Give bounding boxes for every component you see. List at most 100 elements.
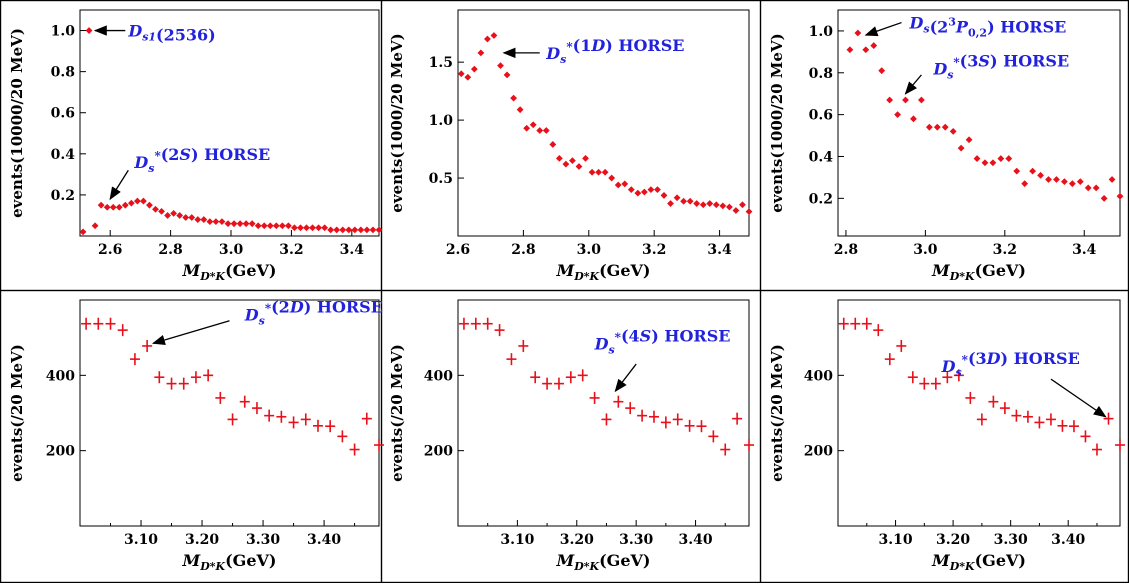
data-point <box>321 224 329 232</box>
data-point <box>1053 176 1060 183</box>
data-point <box>264 409 275 422</box>
data-point <box>503 71 511 79</box>
x-tick-label: 3.10 <box>878 532 912 548</box>
data-point <box>146 201 153 209</box>
data-point <box>608 174 616 182</box>
annotation-label: Ds*(2D) HORSE <box>244 297 383 327</box>
x-tick-label: 3.20 <box>560 532 594 548</box>
data-point <box>1011 409 1022 422</box>
data-point <box>361 412 372 425</box>
data-point <box>170 210 178 217</box>
data-point <box>732 207 740 214</box>
data-point <box>562 160 570 168</box>
data-point <box>142 339 153 352</box>
data-point <box>133 197 141 205</box>
data-point <box>997 155 1005 162</box>
x-tick-label: 3.30 <box>246 532 280 548</box>
plot-frame <box>457 9 750 237</box>
data-point <box>693 200 701 207</box>
data-point <box>166 377 177 390</box>
data-point <box>115 203 123 211</box>
data-point <box>565 371 576 384</box>
data-point <box>613 395 624 408</box>
data-point <box>206 218 214 226</box>
data-point <box>272 222 280 230</box>
data-point <box>601 413 612 426</box>
y-tick-label: 0.4 <box>809 149 834 165</box>
data-point <box>374 439 384 452</box>
y-tick-label: 0.8 <box>51 65 75 81</box>
data-point <box>260 222 268 230</box>
plot-frame <box>457 299 750 527</box>
data-point <box>884 353 895 366</box>
y-tick-label: 400 <box>424 368 453 384</box>
data-point <box>203 369 214 382</box>
plot-frame <box>79 9 380 237</box>
data-point <box>315 224 322 232</box>
data-point <box>873 324 884 337</box>
data-point <box>569 157 576 165</box>
data-point <box>297 224 304 232</box>
data-point <box>965 391 976 404</box>
data-point <box>194 216 202 223</box>
data-point <box>529 121 537 129</box>
data-point <box>720 443 731 456</box>
data-point <box>85 27 93 34</box>
y-tick-label: 0.6 <box>809 108 833 124</box>
data-point <box>1115 439 1125 452</box>
data-point <box>103 203 111 211</box>
data-point <box>595 168 602 176</box>
data-point <box>1005 155 1013 162</box>
data-point <box>894 111 901 119</box>
data-point <box>1057 419 1068 432</box>
chart-bottom-right: 3.10 3.20 3.30 3.40 200 400 MD*K(GeV) events(/2… <box>768 299 1125 573</box>
data-point <box>667 200 674 207</box>
annotation-arrow <box>109 169 129 201</box>
data-point <box>482 317 493 330</box>
y-axis-label: events(/20 MeV) <box>8 344 26 482</box>
data-point <box>719 202 727 210</box>
data-point <box>351 226 359 234</box>
annotation-arrow <box>614 363 637 393</box>
y-tick-label: 0.8 <box>809 66 833 82</box>
y-axis-label: events(10000/20 MeV) <box>8 28 26 218</box>
data-point <box>973 155 981 162</box>
data-point <box>470 317 481 330</box>
data-point <box>601 168 609 176</box>
data-point <box>542 127 550 134</box>
data-point <box>696 420 707 433</box>
x-tick-label: 3.10 <box>500 532 534 548</box>
x-axis-label: MD*K(GeV) <box>182 261 277 283</box>
data-point <box>140 197 147 205</box>
data-point <box>129 353 140 366</box>
data-point <box>117 324 128 337</box>
data-point <box>673 194 681 202</box>
data-point <box>981 159 989 167</box>
x-tick-label: 3.0 <box>219 242 244 258</box>
data-point <box>838 317 849 330</box>
data-point <box>648 410 659 423</box>
x-tick-label: 3.2 <box>642 242 666 258</box>
data-point <box>300 413 311 426</box>
data-point <box>1092 184 1100 192</box>
y-tick-label: 1.0 <box>809 24 834 40</box>
data-point <box>121 201 129 209</box>
data-point <box>109 203 117 211</box>
data-point <box>1021 180 1029 188</box>
data-point <box>1108 176 1116 183</box>
panel-border <box>759 290 1129 583</box>
data-point <box>1061 178 1068 185</box>
data-point <box>549 141 557 148</box>
data-point <box>732 412 743 425</box>
data-point <box>458 317 469 330</box>
data-point <box>989 159 997 167</box>
data-point <box>464 73 472 81</box>
data-point <box>1068 180 1076 188</box>
data-point <box>79 228 87 236</box>
data-point <box>288 416 299 429</box>
data-point <box>516 106 524 114</box>
data-point <box>254 222 262 230</box>
x-tick-label: 3.20 <box>185 532 219 548</box>
x-tick-label: 2.8 <box>834 242 858 258</box>
x-tick-label: 3.10 <box>124 532 158 548</box>
